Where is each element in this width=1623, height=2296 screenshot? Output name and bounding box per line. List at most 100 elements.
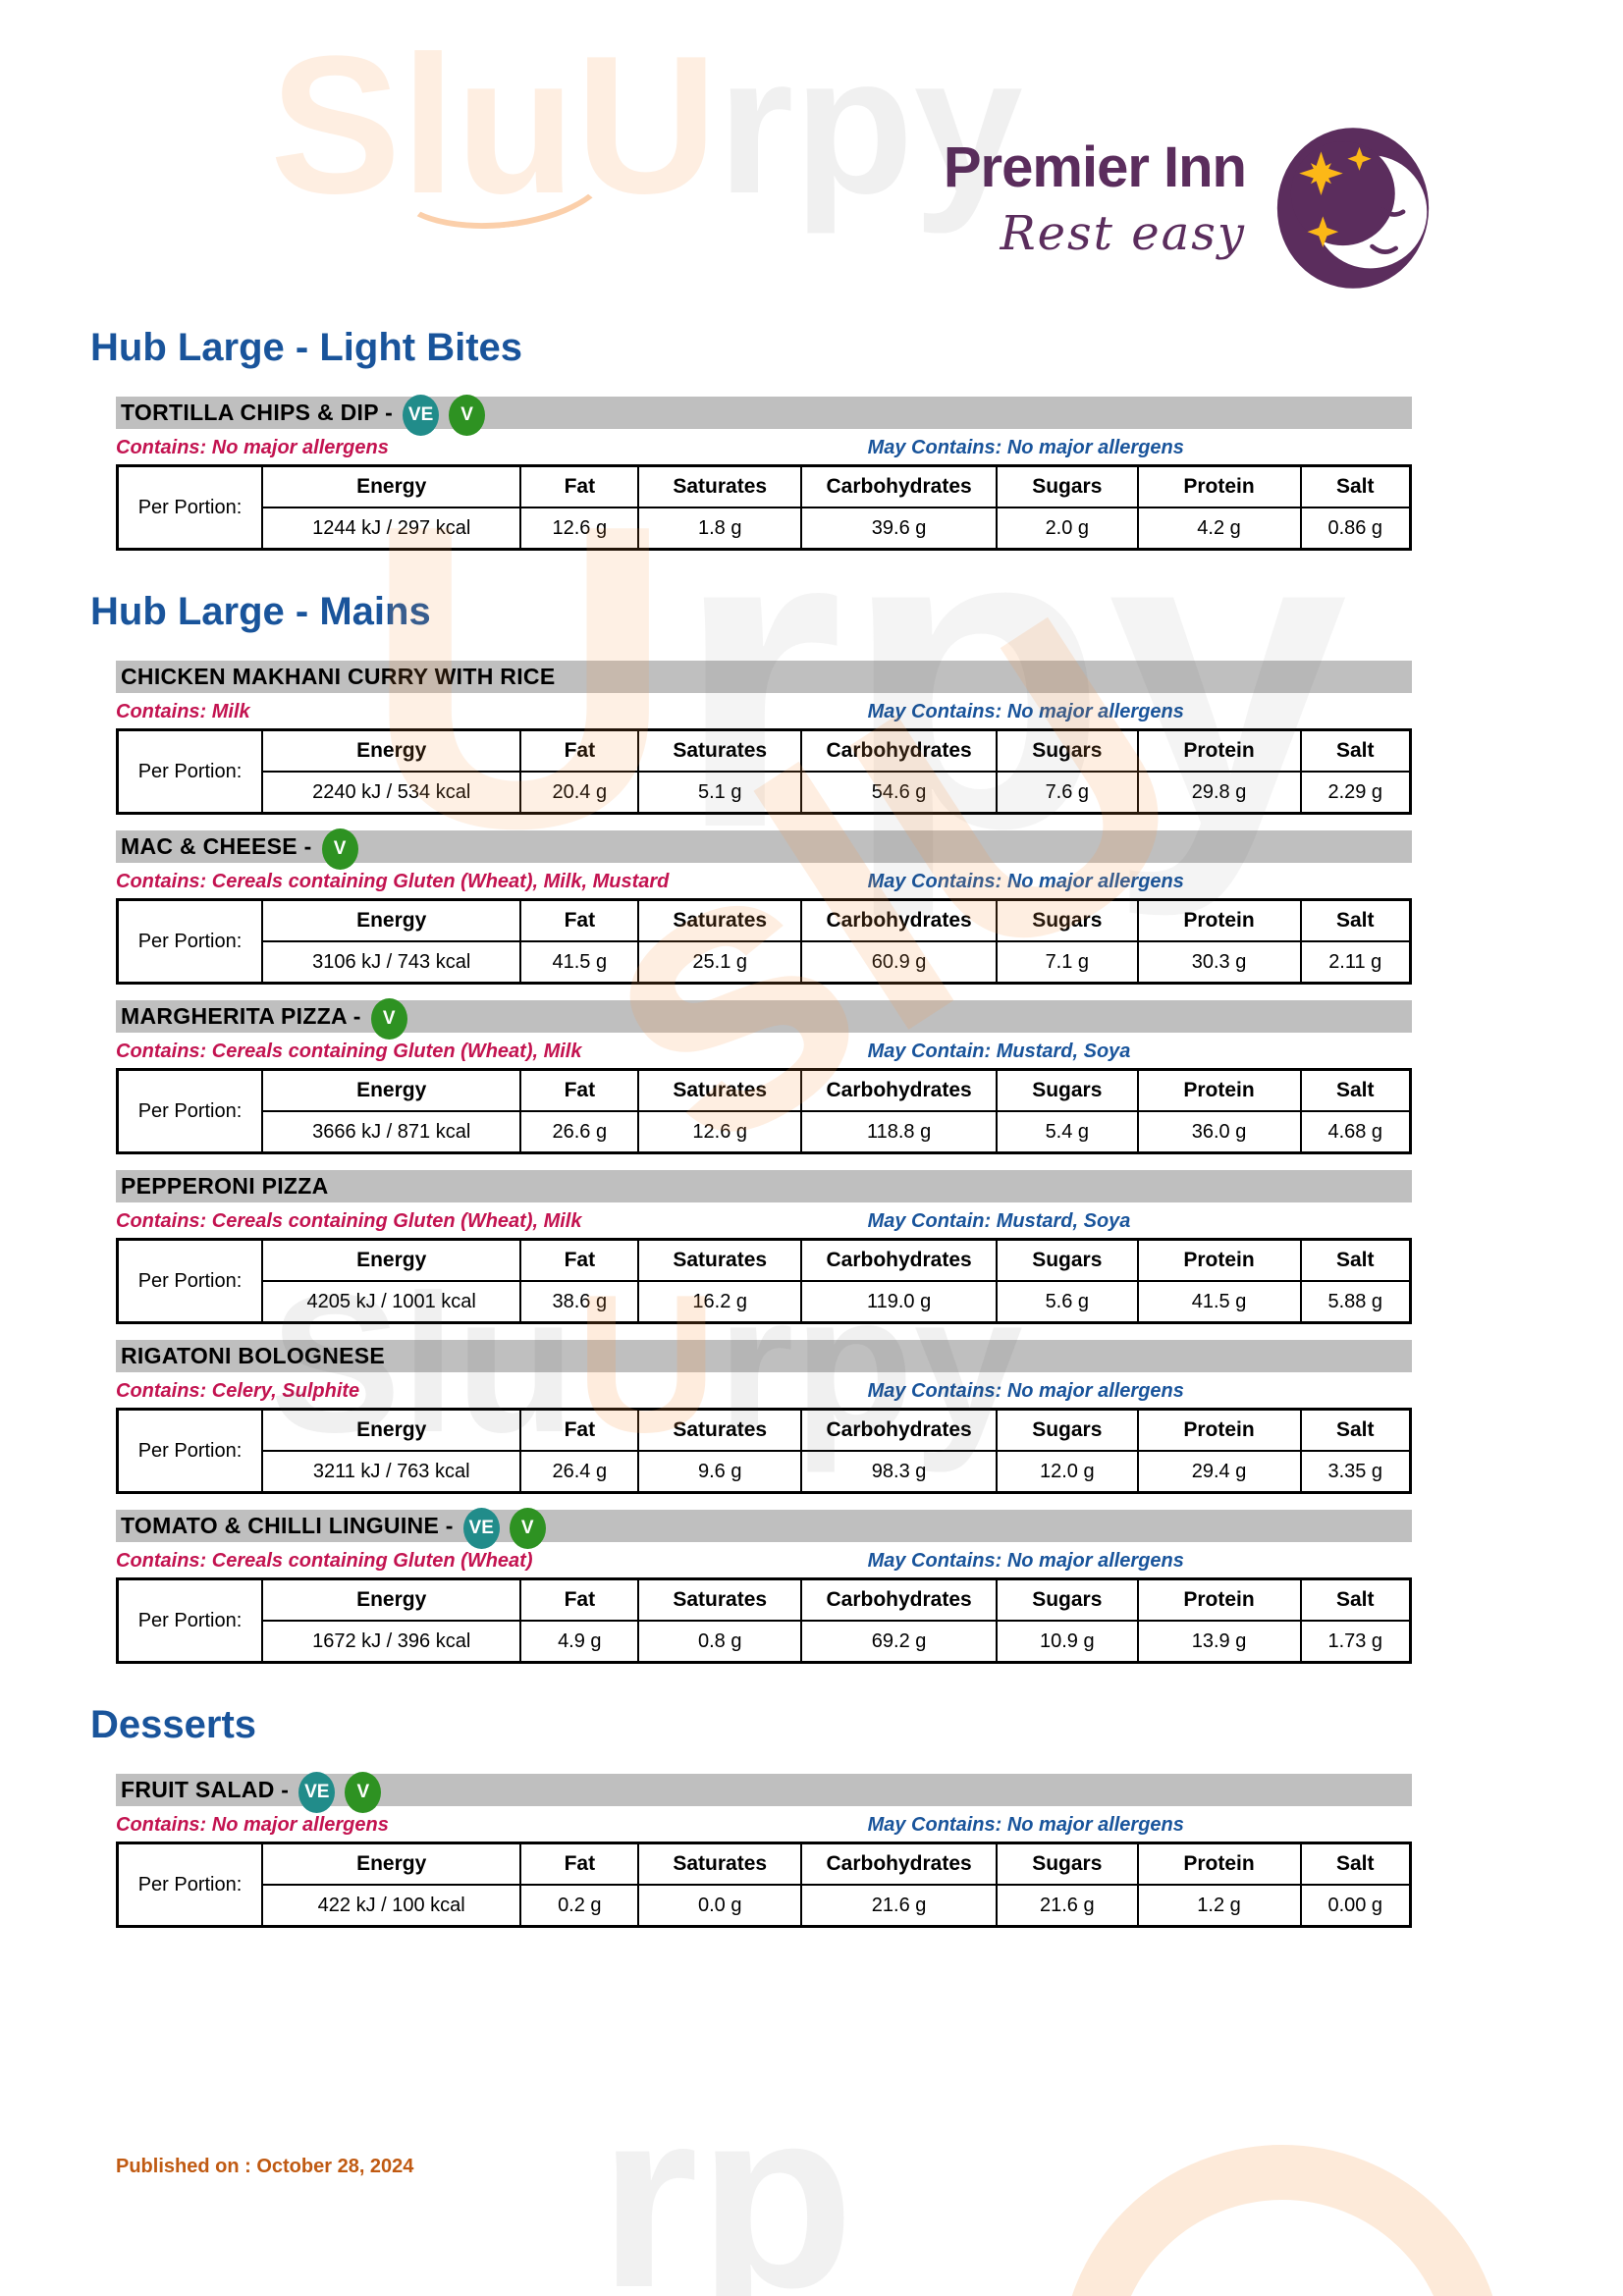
value-protein: 29.4 g bbox=[1136, 1450, 1302, 1494]
may-contains-text: May Contains: No major allergens bbox=[867, 1380, 1184, 1402]
col-header-saturates: Saturates bbox=[637, 1068, 803, 1112]
col-header-protein: Protein bbox=[1136, 1408, 1302, 1452]
may-contains-text: May Contains: No major allergens bbox=[867, 701, 1184, 722]
value-fat: 20.4 g bbox=[519, 771, 640, 815]
vegetarian-badge: V bbox=[321, 828, 358, 870]
col-header-fat: Fat bbox=[519, 1238, 640, 1282]
item-header-bar: TORTILLA CHIPS & DIP - VE V bbox=[116, 394, 1412, 436]
value-salt: 5.88 g bbox=[1299, 1280, 1412, 1324]
item-header-bar: FRUIT SALAD - VE V bbox=[116, 1771, 1412, 1813]
value-protein: 4.2 g bbox=[1136, 507, 1302, 551]
col-header-sugars: Sugars bbox=[996, 1577, 1139, 1622]
value-salt: 3.35 g bbox=[1299, 1450, 1412, 1494]
value-salt: 1.73 g bbox=[1299, 1620, 1412, 1664]
vegetarian-badge: V bbox=[345, 1771, 382, 1813]
col-header-salt: Salt bbox=[1299, 1842, 1412, 1886]
vegan-badge: VE bbox=[403, 394, 440, 436]
value-carbohydrates: 60.9 g bbox=[800, 940, 999, 985]
item-header-bar: MARGHERITA PIZZA - V bbox=[116, 997, 1412, 1040]
col-header-salt: Salt bbox=[1299, 1577, 1412, 1622]
col-header-saturates: Saturates bbox=[637, 1577, 803, 1622]
may-contains-text: May Contain: Mustard, Soya bbox=[867, 1210, 1131, 1232]
col-header-protein: Protein bbox=[1136, 898, 1302, 942]
value-saturates: 1.8 g bbox=[637, 507, 803, 551]
value-fat: 12.6 g bbox=[519, 507, 640, 551]
per-portion-label: Per Portion: bbox=[116, 728, 263, 815]
col-header-saturates: Saturates bbox=[637, 1842, 803, 1886]
value-sugars: 12.0 g bbox=[996, 1450, 1139, 1494]
value-fat: 4.9 g bbox=[519, 1620, 640, 1664]
star-icon bbox=[1299, 146, 1372, 247]
col-header-carbohydrates: Carbohydrates bbox=[800, 898, 999, 942]
col-header-protein: Protein bbox=[1136, 1577, 1302, 1622]
contains-text: Contains: Celery, Sulphite bbox=[116, 1380, 360, 1402]
item-title: FRUIT SALAD - bbox=[121, 1777, 290, 1802]
value-protein: 13.9 g bbox=[1136, 1620, 1302, 1664]
menu-item: MAC & CHEESE - V Contains: Cereals conta… bbox=[116, 828, 1412, 985]
col-header-protein: Protein bbox=[1136, 1068, 1302, 1112]
value-salt: 2.29 g bbox=[1299, 771, 1412, 815]
per-portion-label: Per Portion: bbox=[116, 1408, 263, 1494]
value-sugars: 2.0 g bbox=[996, 507, 1139, 551]
col-header-saturates: Saturates bbox=[637, 464, 803, 508]
nutrition-table: Per Portion: Energy Fat Saturates Carboh… bbox=[116, 464, 1412, 551]
menu-item: MARGHERITA PIZZA - V Contains: Cereals c… bbox=[116, 997, 1412, 1154]
value-saturates: 9.6 g bbox=[637, 1450, 803, 1494]
col-header-saturates: Saturates bbox=[637, 1238, 803, 1282]
section-title: Hub Large - Mains bbox=[90, 590, 431, 633]
value-fat: 26.6 g bbox=[519, 1110, 640, 1154]
value-saturates: 12.6 g bbox=[637, 1110, 803, 1154]
brand-tagline: Rest easy bbox=[1000, 206, 1246, 261]
nutrition-table: Per Portion: Energy Fat Saturates Carboh… bbox=[116, 1238, 1412, 1324]
value-sugars: 21.6 g bbox=[996, 1884, 1139, 1928]
col-header-fat: Fat bbox=[519, 1068, 640, 1112]
vegan-badge: VE bbox=[298, 1771, 336, 1813]
premier-inn-moon-logo bbox=[1276, 128, 1430, 289]
col-header-protein: Protein bbox=[1136, 728, 1302, 773]
value-saturates: 0.0 g bbox=[637, 1884, 803, 1928]
nutrition-table: Per Portion: Energy Fat Saturates Carboh… bbox=[116, 898, 1412, 985]
col-header-fat: Fat bbox=[519, 898, 640, 942]
nutrition-table: Per Portion: Energy Fat Saturates Carboh… bbox=[116, 1408, 1412, 1494]
col-header-sugars: Sugars bbox=[996, 728, 1139, 773]
value-energy: 3106 kJ / 743 kcal bbox=[260, 940, 522, 985]
value-protein: 1.2 g bbox=[1136, 1884, 1302, 1928]
col-header-fat: Fat bbox=[519, 1577, 640, 1622]
allergen-row: Contains: Cereals containing Gluten (Whe… bbox=[116, 1210, 1412, 1232]
col-header-energy: Energy bbox=[260, 898, 522, 942]
item-header-bar: MAC & CHEESE - V bbox=[116, 828, 1412, 870]
value-energy: 422 kJ / 100 kcal bbox=[260, 1884, 522, 1928]
value-protein: 36.0 g bbox=[1136, 1110, 1302, 1154]
value-fat: 0.2 g bbox=[519, 1884, 640, 1928]
col-header-saturates: Saturates bbox=[637, 898, 803, 942]
col-header-salt: Salt bbox=[1299, 898, 1412, 942]
contains-text: Contains: Cereals containing Gluten (Whe… bbox=[116, 1041, 582, 1062]
col-header-energy: Energy bbox=[260, 1842, 522, 1886]
col-header-energy: Energy bbox=[260, 1408, 522, 1452]
value-sugars: 7.6 g bbox=[996, 771, 1139, 815]
value-fat: 38.6 g bbox=[519, 1280, 640, 1324]
contains-text: Contains: Milk bbox=[116, 701, 250, 722]
value-sugars: 5.6 g bbox=[996, 1280, 1139, 1324]
col-header-carbohydrates: Carbohydrates bbox=[800, 1408, 999, 1452]
contains-text: Contains: Cereals containing Gluten (Whe… bbox=[116, 1210, 582, 1232]
col-header-sugars: Sugars bbox=[996, 464, 1139, 508]
col-header-carbohydrates: Carbohydrates bbox=[800, 1577, 999, 1622]
section-title: Hub Large - Light Bites bbox=[90, 326, 522, 369]
value-sugars: 5.4 g bbox=[996, 1110, 1139, 1154]
brand-name: Premier Inn bbox=[943, 135, 1247, 199]
menu-item: TORTILLA CHIPS & DIP - VE V Contains: No… bbox=[116, 394, 1412, 551]
col-header-saturates: Saturates bbox=[637, 1408, 803, 1452]
col-header-saturates: Saturates bbox=[637, 728, 803, 773]
per-portion-label: Per Portion: bbox=[116, 464, 263, 551]
col-header-salt: Salt bbox=[1299, 1408, 1412, 1452]
menu-item: FRUIT SALAD - VE V Contains: No major al… bbox=[116, 1771, 1412, 1928]
col-header-carbohydrates: Carbohydrates bbox=[800, 728, 999, 773]
allergen-row: Contains: Cereals containing Gluten (Whe… bbox=[116, 1041, 1412, 1062]
value-sugars: 7.1 g bbox=[996, 940, 1139, 985]
col-header-protein: Protein bbox=[1136, 1238, 1302, 1282]
col-header-sugars: Sugars bbox=[996, 1068, 1139, 1112]
value-sugars: 10.9 g bbox=[996, 1620, 1139, 1664]
value-salt: 0.00 g bbox=[1299, 1884, 1412, 1928]
item-title: RIGATONI BOLOGNESE bbox=[121, 1343, 386, 1368]
